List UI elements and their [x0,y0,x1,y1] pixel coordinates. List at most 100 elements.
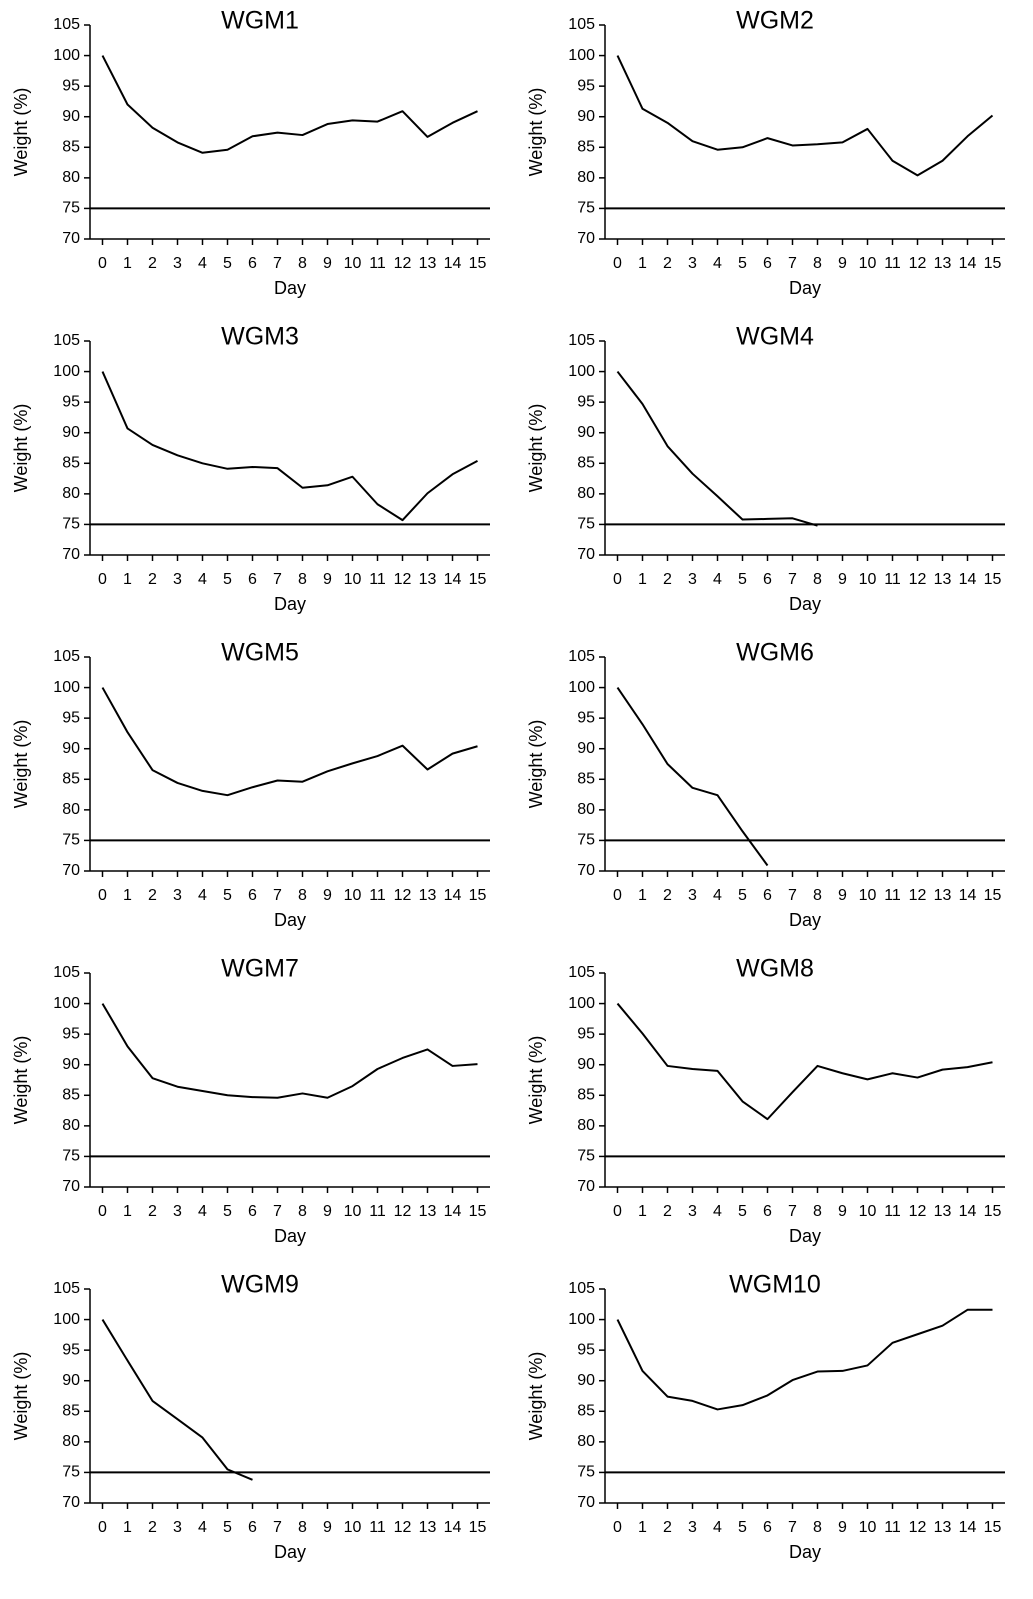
y-tick-label: 75 [62,1148,80,1165]
y-tick-label: 85 [62,139,80,156]
x-tick-label: 14 [444,1203,462,1220]
x-tick-label: 15 [984,571,1002,588]
x-tick-label: 6 [763,1519,772,1536]
x-tick-label: 6 [248,1203,257,1220]
y-tick-label: 105 [568,648,595,665]
x-tick-label: 13 [419,255,437,272]
y-tick-label: 90 [62,740,80,757]
x-tick-label: 11 [884,1519,901,1536]
y-tick-label: 90 [62,1372,80,1389]
x-tick-label: 7 [273,1519,282,1536]
x-tick-label: 6 [248,571,257,588]
x-tick-label: 11 [884,887,901,904]
x-tick-label: 14 [444,1519,462,1536]
chart-title: WGM1 [221,7,299,35]
x-tick-label: 15 [984,887,1002,904]
x-tick-label: 13 [419,1203,437,1220]
x-tick-label: 14 [444,571,462,588]
x-tick-label: 4 [713,1203,722,1220]
y-tick-label: 105 [53,648,80,665]
y-tick-label: 80 [62,1433,80,1450]
x-tick-label: 7 [788,1519,797,1536]
x-tick-label: 12 [909,1203,927,1220]
x-tick-label: 1 [638,255,647,272]
x-tick-label: 8 [813,887,822,904]
x-tick-label: 3 [173,1519,182,1536]
x-tick-label: 12 [909,255,927,272]
x-tick-label: 13 [419,571,437,588]
x-tick-label: 13 [419,887,437,904]
y-tick-label: 85 [577,139,595,156]
y-tick-label: 100 [568,363,595,380]
y-tick-label: 95 [62,709,80,726]
chart-title: WGM9 [221,1271,299,1299]
x-tick-label: 11 [884,1203,901,1220]
data-line [616,1308,993,1411]
y-tick-label: 75 [62,516,80,533]
y-axis-label: Weight (%) [11,1036,31,1125]
x-tick-label: 4 [198,255,207,272]
y-tick-label: 75 [577,516,595,533]
x-tick-label: 14 [444,255,462,272]
x-tick-label: 12 [394,255,412,272]
y-tick-label: 70 [62,1178,80,1195]
y-tick-label: 70 [577,862,595,879]
y-tick-label: 90 [62,1056,80,1073]
x-tick-label: 9 [323,1203,332,1220]
x-tick-label: 15 [469,887,487,904]
x-tick-label: 8 [813,255,822,272]
chart-title: WGM4 [736,323,814,351]
y-tick-label: 75 [577,1464,595,1481]
data-line [616,687,769,867]
x-tick-label: 8 [813,571,822,588]
y-tick-label: 95 [62,393,80,410]
y-tick-label: 90 [577,1372,595,1389]
y-tick-label: 85 [62,1087,80,1104]
x-tick-label: 0 [613,887,622,904]
x-tick-label: 1 [638,1519,647,1536]
x-tick-label: 13 [934,887,952,904]
x-tick-label: 12 [909,887,927,904]
y-tick-label: 75 [62,832,80,849]
x-tick-label: 5 [223,887,232,904]
x-tick-label: 8 [813,1203,822,1220]
y-tick-label: 70 [62,862,80,879]
x-tick-label: 12 [394,571,412,588]
y-axis-label: Weight (%) [11,88,31,177]
y-tick-label: 105 [568,1280,595,1297]
x-tick-label: 7 [788,1203,797,1220]
x-tick-label: 7 [788,887,797,904]
x-tick-label: 7 [273,571,282,588]
x-tick-label: 12 [394,1519,412,1536]
x-tick-label: 11 [369,887,386,904]
y-tick-label: 95 [577,1341,595,1358]
x-tick-label: 0 [98,1519,107,1536]
x-tick-label: 10 [859,1203,877,1220]
y-tick-label: 80 [577,1433,595,1450]
x-tick-label: 2 [663,1519,672,1536]
x-tick-label: 1 [638,571,647,588]
x-tick-label: 6 [763,571,772,588]
x-tick-label: 12 [909,571,927,588]
y-tick-label: 70 [577,230,595,247]
chart-title: WGM2 [736,7,814,35]
x-tick-label: 1 [123,887,132,904]
x-tick-label: 11 [369,571,386,588]
x-tick-label: 5 [738,1203,747,1220]
x-tick-label: 6 [763,255,772,272]
y-tick-label: 95 [62,77,80,94]
x-axis-label: Day [274,910,306,930]
x-tick-label: 12 [394,1203,412,1220]
x-tick-label: 0 [98,1203,107,1220]
x-tick-label: 14 [959,255,977,272]
data-line [616,1002,993,1121]
y-tick-label: 105 [568,964,595,981]
x-tick-label: 13 [934,1203,952,1220]
x-tick-label: 3 [173,571,182,588]
y-tick-label: 85 [62,771,80,788]
x-tick-label: 2 [148,1519,157,1536]
y-tick-label: 100 [568,47,595,64]
x-axis-label: Day [274,1542,306,1562]
x-tick-label: 13 [934,1519,952,1536]
x-tick-label: 11 [369,255,386,272]
